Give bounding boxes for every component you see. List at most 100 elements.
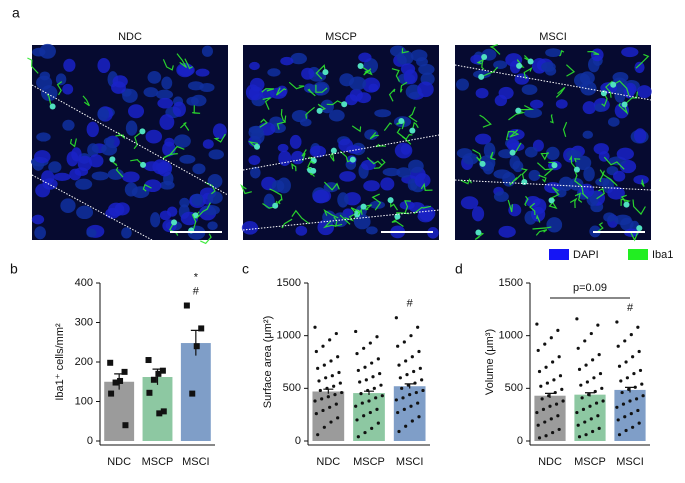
data-point (379, 383, 383, 387)
microglia (323, 209, 339, 219)
data-point (629, 333, 633, 337)
nucleus (408, 159, 424, 173)
microglia (529, 202, 536, 216)
data-point (408, 393, 412, 397)
nucleus (87, 143, 99, 158)
data-point (545, 381, 549, 385)
x-tick-label: NDC (316, 456, 340, 468)
microglia (291, 162, 297, 172)
nucleus (69, 168, 82, 181)
data-point (362, 414, 366, 418)
nucleus (55, 73, 67, 86)
data-point (394, 398, 398, 402)
nucleus (493, 191, 509, 202)
data-point (354, 329, 358, 334)
data-point (636, 408, 640, 413)
data-point (416, 401, 420, 405)
nucleus (161, 76, 173, 90)
data-point (317, 379, 321, 383)
data-point (591, 429, 595, 434)
nucleus (91, 171, 109, 181)
data-point (535, 322, 539, 326)
data-point (375, 335, 379, 339)
microglia (305, 106, 315, 119)
data-point (378, 371, 382, 376)
nucleus (122, 88, 138, 103)
nucleus (483, 142, 496, 159)
data-point (321, 344, 325, 348)
nucleus (493, 60, 508, 70)
data-point (338, 381, 342, 385)
nucleus (103, 137, 115, 146)
microglia (509, 129, 520, 138)
nucleus (389, 45, 406, 57)
x-tick-label: NDC (538, 456, 562, 468)
data-point (540, 397, 544, 401)
nucleus (614, 214, 632, 226)
nucleus (63, 58, 76, 72)
data-point (539, 384, 543, 388)
microglia (538, 174, 547, 183)
nucleus (159, 114, 175, 130)
microglia (351, 125, 362, 133)
nucleus (514, 73, 530, 85)
nucleus (508, 203, 522, 217)
microglia (411, 121, 419, 131)
data-point (640, 382, 644, 386)
nucleus (462, 153, 479, 165)
nucleus (290, 52, 307, 65)
data-point (420, 378, 424, 382)
microglia (635, 53, 650, 69)
data-point (597, 426, 601, 430)
microglia (262, 97, 272, 110)
data-point (112, 379, 119, 386)
nucleus (607, 117, 620, 127)
data-point (330, 374, 334, 378)
microglia-soma (551, 162, 558, 169)
nucleus (248, 125, 264, 134)
data-point (637, 349, 641, 354)
data-point (536, 423, 540, 427)
significance-mark: # (193, 285, 200, 297)
nucleus (177, 64, 195, 77)
image-title: MSCP (325, 31, 357, 43)
data-point (324, 376, 328, 380)
nucleus (267, 68, 281, 77)
microglia-soma (316, 107, 323, 114)
microglia (315, 84, 328, 93)
nucleus (528, 169, 541, 182)
nucleus (108, 202, 125, 217)
nucleus (582, 101, 597, 115)
nucleus (366, 226, 378, 235)
nucleus (607, 186, 625, 200)
bar (574, 394, 606, 441)
nucleus (86, 121, 99, 138)
data-point (600, 386, 604, 390)
microglia-soma (357, 62, 364, 69)
nucleus (186, 96, 199, 106)
nucleus (173, 134, 191, 148)
nucleus (76, 205, 94, 220)
microglia (274, 198, 282, 207)
data-point (620, 390, 624, 395)
microglia-soma (398, 117, 405, 124)
data-point (576, 346, 580, 350)
microglia (472, 149, 482, 161)
data-point (314, 412, 318, 416)
data-point (107, 359, 114, 366)
microglia-soma (322, 69, 329, 76)
data-point (596, 414, 600, 418)
microglia-soma (330, 147, 337, 154)
nucleus (594, 103, 606, 112)
image-title: MSCI (539, 31, 567, 43)
microglia (536, 162, 555, 177)
microglia (618, 102, 629, 115)
nucleus (612, 170, 626, 182)
microglia (549, 114, 554, 124)
data-point (362, 346, 366, 350)
data-point (406, 383, 410, 387)
nucleus (456, 78, 469, 91)
data-point (394, 316, 398, 320)
data-point (363, 365, 367, 369)
data-point (313, 325, 317, 329)
